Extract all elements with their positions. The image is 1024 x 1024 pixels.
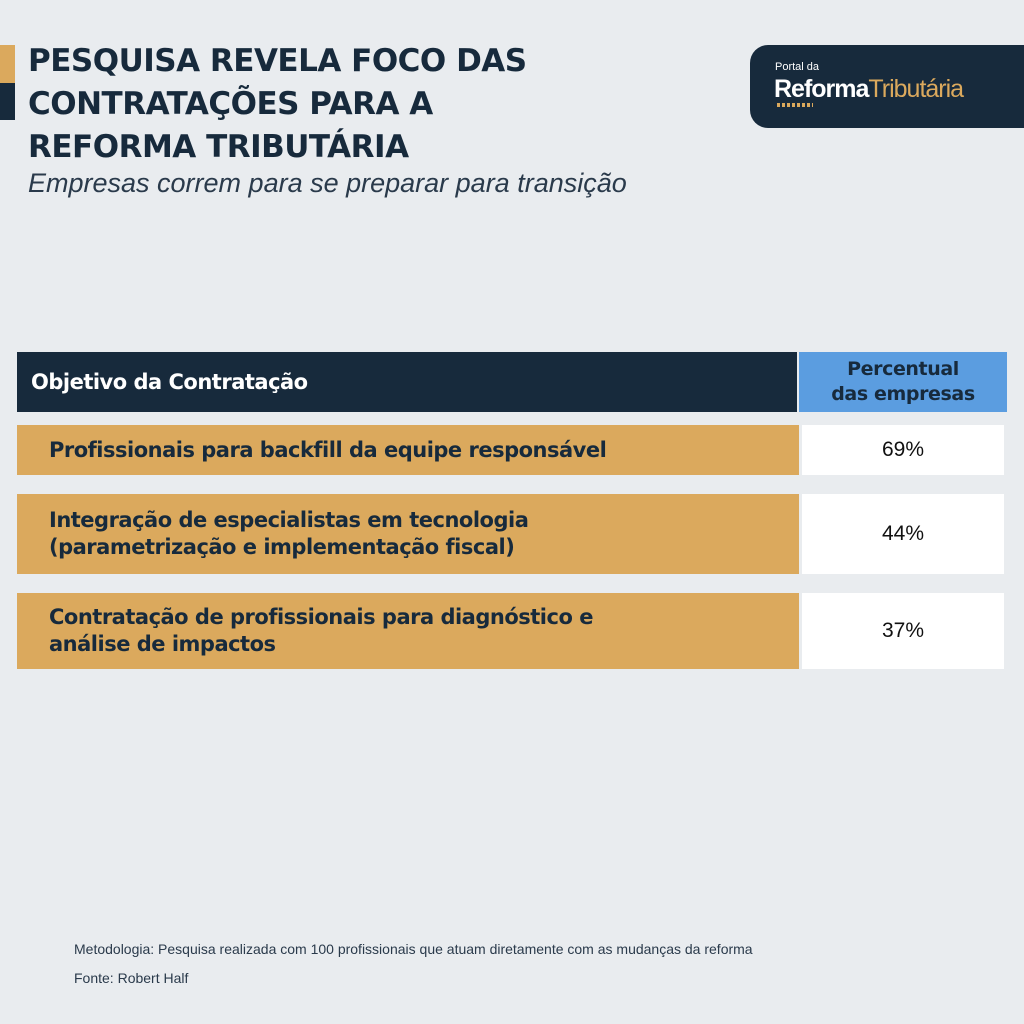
row-value: 37% <box>881 619 925 642</box>
title-line: CONTRATAÇÕES PARA A <box>28 86 433 122</box>
row-value-cell: 69% <box>802 425 1004 475</box>
row-label: Integração de especialistas em tecnologi… <box>33 507 733 561</box>
row-value: 44% <box>881 522 925 545</box>
row-label-cell: Profissionais para backfill da equipe re… <box>17 425 799 475</box>
source-note: Fonte: Robert Half <box>74 970 189 986</box>
title-line: REFORMA TRIBUTÁRIA <box>28 129 409 165</box>
row-label: Contratação de profissionais para diagnó… <box>33 604 733 658</box>
row-value: 69% <box>881 438 925 461</box>
row-label-line: Contratação de profissionais para diagnó… <box>49 605 593 629</box>
logo-word-reforma: Reforma <box>774 75 869 103</box>
row-label: Profissionais para backfill da equipe re… <box>33 437 733 464</box>
logo-word-tributaria: Tributária <box>868 75 964 103</box>
page-subtitle: Empresas correm para se preparar para tr… <box>28 168 627 198</box>
page-title: PESQUISA REVELA FOCO DAS CONTRATAÇÕES PA… <box>28 40 668 169</box>
row-value-cell: 37% <box>802 593 1004 669</box>
column-header-objective: Objetivo da Contratação <box>17 352 797 412</box>
row-label-line: (parametrização e implementação fiscal) <box>49 535 515 559</box>
column-header-percent: Percentual das empresas <box>799 352 1007 412</box>
logo-wordmark: ReformaTributária <box>774 75 964 104</box>
column-header-percent-line: das empresas <box>831 383 975 405</box>
column-header-percent-label: Percentual das empresas <box>813 357 993 407</box>
title-accent-gold <box>0 45 15 83</box>
row-label-line: Profissionais para backfill da equipe re… <box>49 437 607 462</box>
row-label-line: análise de impactos <box>49 632 276 656</box>
methodology-note: Metodologia: Pesquisa realizada com 100 … <box>74 941 753 957</box>
portal-logo: Portal da ReformaTributária <box>750 45 1024 128</box>
logo-dots-decoration <box>777 103 813 107</box>
table-row: Integração de especialistas em tecnologi… <box>17 494 1004 574</box>
row-value-cell: 44% <box>802 494 1004 574</box>
row-label-cell: Contratação de profissionais para diagnó… <box>17 593 799 669</box>
title-accent-navy <box>0 83 15 120</box>
table-row: Profissionais para backfill da equipe re… <box>17 425 1004 475</box>
row-label-line: Integração de especialistas em tecnologi… <box>49 508 529 532</box>
column-header-percent-line: Percentual <box>847 358 959 380</box>
row-label-cell: Integração de especialistas em tecnologi… <box>17 494 799 574</box>
logo-small-text: Portal da <box>775 61 820 73</box>
column-header-objective-label: Objetivo da Contratação <box>31 370 308 394</box>
table-header-row: Objetivo da Contratação Percentual das em… <box>17 352 1007 412</box>
table-row: Contratação de profissionais para diagnó… <box>17 593 1004 669</box>
title-line: PESQUISA REVELA FOCO DAS <box>28 43 527 79</box>
